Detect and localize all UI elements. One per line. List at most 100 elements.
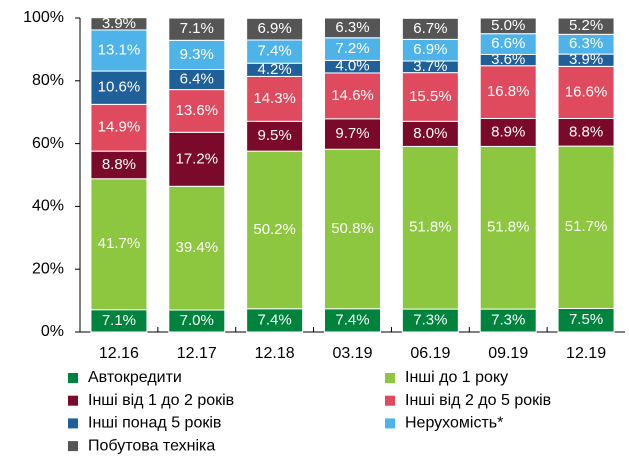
x-tick-label: 12.17: [177, 345, 217, 362]
value-label: 13.1%: [98, 41, 141, 58]
legend-label: Нерухомість*: [405, 415, 503, 432]
value-label: 9.5%: [258, 127, 292, 144]
value-label: 10.6%: [98, 79, 141, 96]
value-label: 7.3%: [491, 312, 525, 329]
bar-segment: [324, 118, 381, 150]
legend-swatch: [385, 373, 395, 383]
value-label: 13.6%: [176, 102, 219, 119]
x-tick-label: 12.18: [255, 345, 295, 362]
bar-segment: [90, 150, 148, 180]
bar-segment: [324, 17, 381, 39]
legend-swatch: [385, 418, 395, 429]
bar-segment: [168, 17, 226, 41]
legend-label: Автокредити: [88, 369, 182, 386]
bar-segment: [168, 185, 226, 311]
bar-segment: [324, 148, 381, 310]
value-label: 3.7%: [413, 58, 447, 75]
bar-segment: [90, 17, 148, 31]
legend-label: Інші до 1 року: [405, 369, 508, 386]
value-label: 51.8%: [487, 219, 530, 236]
value-label: 14.9%: [98, 119, 141, 136]
bar-segment: [479, 17, 537, 35]
y-tick-label: 0%: [41, 323, 64, 340]
value-label: 9.3%: [180, 46, 214, 63]
value-label: 8.8%: [569, 123, 603, 140]
bar-segment: [168, 39, 226, 70]
value-label: 6.9%: [413, 41, 447, 58]
y-tick-label: 100%: [23, 9, 64, 26]
value-label: 41.7%: [98, 235, 141, 252]
bar-segment: [557, 145, 615, 309]
bar-segment: [246, 150, 304, 310]
value-label: 7.0%: [180, 312, 214, 329]
value-label: 16.6%: [565, 83, 608, 100]
x-tick-label: 06.19: [410, 345, 450, 362]
bar-segment: [90, 103, 148, 152]
bar-segment: [401, 72, 459, 122]
value-label: 5.0%: [491, 17, 525, 34]
value-label: 7.1%: [180, 20, 214, 37]
value-label: 6.3%: [569, 35, 603, 52]
legend-swatch: [68, 418, 78, 429]
value-label: 7.4%: [258, 311, 292, 328]
value-label: 50.2%: [253, 221, 296, 238]
value-label: 14.6%: [331, 87, 374, 104]
bar-segment: [90, 29, 148, 72]
bar-segment: [557, 17, 615, 35]
y-tick-label: 40%: [32, 198, 64, 215]
value-label: 15.5%: [409, 88, 452, 105]
bar-segment: [401, 145, 459, 310]
legend-swatch: [68, 395, 78, 406]
legend-label: Інші від 2 до 5 років: [405, 392, 551, 409]
x-tick-label: 03.19: [332, 345, 372, 362]
value-label: 51.7%: [565, 218, 608, 235]
value-label: 7.2%: [335, 40, 369, 57]
value-label: 4.2%: [258, 61, 292, 78]
value-label: 5.2%: [569, 17, 603, 34]
value-label: 3.9%: [569, 51, 603, 68]
value-label: 6.7%: [413, 20, 447, 37]
value-label: 16.8%: [487, 83, 530, 100]
bar-segment: [168, 131, 226, 187]
bar-segment: [90, 70, 148, 105]
value-label: 8.8%: [102, 156, 136, 173]
value-label: 51.8%: [409, 219, 452, 236]
legend-label: Інші понад 5 років: [88, 415, 221, 432]
value-label: 8.0%: [413, 125, 447, 142]
value-label: 50.8%: [331, 220, 374, 237]
bar-segment: [246, 17, 304, 41]
value-label: 4.0%: [335, 58, 369, 75]
bar-segment: [479, 145, 537, 310]
legend-label: Інші від 1 до 2 років: [88, 392, 234, 409]
bar-segment: [90, 178, 148, 311]
value-label: 14.3%: [253, 90, 296, 107]
value-label: 7.4%: [335, 311, 369, 328]
bar-segment: [324, 72, 381, 120]
bar-segment: [401, 17, 459, 40]
value-label: 7.4%: [258, 43, 292, 60]
legend-swatch: [68, 373, 78, 383]
x-tick-label: 12.19: [566, 345, 606, 362]
value-label: 9.7%: [335, 125, 369, 142]
value-label: 6.6%: [491, 35, 525, 52]
value-label: 7.3%: [413, 312, 447, 329]
bar-segment: [479, 65, 537, 119]
value-label: 8.9%: [491, 123, 525, 140]
bar-segment: [479, 117, 537, 147]
x-tick-label: 09.19: [488, 345, 528, 362]
value-label: 3.9%: [102, 15, 136, 32]
value-label: 6.9%: [258, 20, 292, 37]
x-tick-label: 12.16: [99, 345, 139, 362]
value-label: 6.4%: [180, 71, 214, 88]
value-label: 3.6%: [491, 51, 525, 68]
y-tick-label: 60%: [32, 135, 64, 152]
legend-swatch: [385, 395, 395, 406]
bar-segment: [168, 89, 226, 133]
y-tick-label: 20%: [32, 260, 64, 277]
value-label: 17.2%: [176, 150, 219, 167]
y-tick-label: 80%: [32, 72, 64, 89]
legend-swatch: [68, 441, 78, 452]
value-label: 6.3%: [335, 19, 369, 36]
value-label: 7.1%: [102, 312, 136, 329]
